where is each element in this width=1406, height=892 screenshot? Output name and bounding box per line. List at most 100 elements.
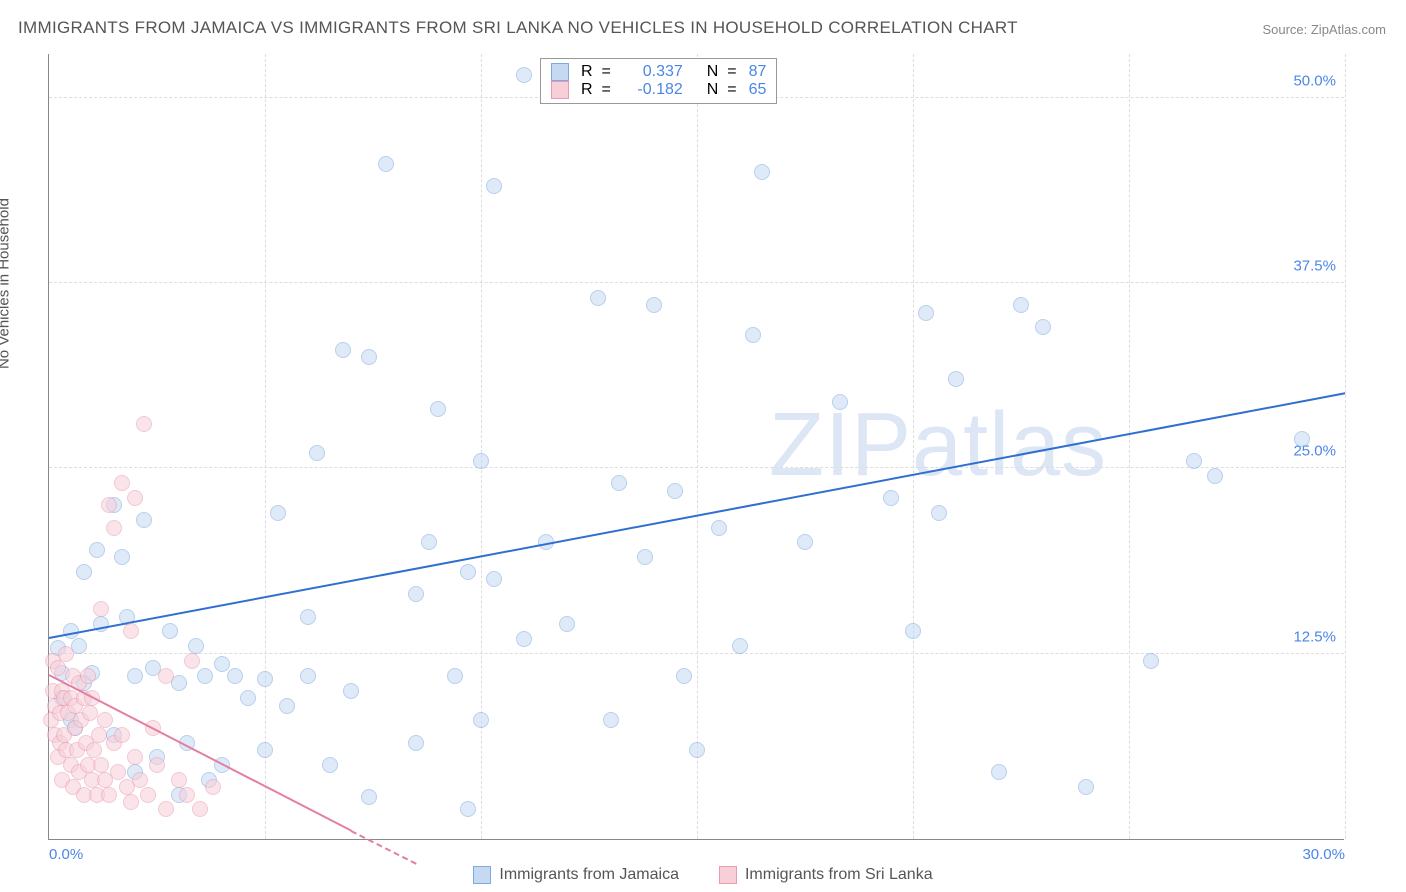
gridline-v [1345, 54, 1346, 839]
dot-srilanka [101, 787, 117, 803]
dot-srilanka [80, 668, 96, 684]
dot-srilanka [106, 520, 122, 536]
x-tick-label: 30.0% [1302, 846, 1345, 863]
dot-jamaica [1207, 468, 1223, 484]
dot-jamaica [188, 638, 204, 654]
dot-jamaica [1143, 653, 1159, 669]
dot-jamaica [667, 483, 683, 499]
dot-srilanka [110, 764, 126, 780]
dot-jamaica [473, 712, 489, 728]
dot-jamaica [1186, 453, 1202, 469]
dot-srilanka [93, 601, 109, 617]
dot-jamaica [300, 609, 316, 625]
dot-jamaica [905, 623, 921, 639]
dot-jamaica [711, 520, 727, 536]
dot-jamaica [883, 490, 899, 506]
chart-title: IMMIGRANTS FROM JAMAICA VS IMMIGRANTS FR… [18, 18, 1018, 38]
gridline-v [697, 54, 698, 839]
trend-line-extrapolated [351, 830, 417, 864]
dot-jamaica [590, 290, 606, 306]
dot-jamaica [408, 735, 424, 751]
dot-jamaica [732, 638, 748, 654]
y-tick-label: 37.5% [1293, 257, 1336, 274]
y-tick-label: 12.5% [1293, 628, 1336, 645]
series-legend: Immigrants from Jamaica Immigrants from … [0, 866, 1406, 884]
dot-jamaica [89, 542, 105, 558]
dot-jamaica [197, 668, 213, 684]
gridline-v [265, 54, 266, 839]
y-axis-label: No Vehicles in Household [0, 198, 13, 369]
dot-jamaica [309, 445, 325, 461]
dot-jamaica [421, 534, 437, 550]
correlation-legend: R = 0.337 N = 87 R = -0.182 N = 65 [540, 58, 777, 104]
dot-jamaica [646, 297, 662, 313]
dot-srilanka [136, 416, 152, 432]
legend-label-srilanka: Immigrants from Sri Lanka [745, 866, 933, 884]
legend-swatch-srilanka-icon [719, 866, 737, 884]
dot-jamaica [676, 668, 692, 684]
dot-jamaica [1035, 319, 1051, 335]
dot-srilanka [132, 772, 148, 788]
legend-swatch-jamaica [551, 63, 569, 81]
dot-jamaica [559, 616, 575, 632]
dot-jamaica [361, 349, 377, 365]
n-label: N = [707, 63, 737, 81]
n-label: N = [707, 81, 737, 99]
dot-jamaica [76, 564, 92, 580]
dot-srilanka [114, 727, 130, 743]
dot-jamaica [447, 668, 463, 684]
dot-jamaica [948, 371, 964, 387]
dot-jamaica [361, 789, 377, 805]
dot-srilanka [205, 779, 221, 795]
dot-srilanka [171, 772, 187, 788]
dot-srilanka [127, 490, 143, 506]
n-value-srilanka: 65 [749, 81, 767, 99]
dot-jamaica [1294, 431, 1310, 447]
dot-jamaica [754, 164, 770, 180]
dot-srilanka [158, 668, 174, 684]
dot-srilanka [158, 801, 174, 817]
source-attribution: Source: ZipAtlas.com [1262, 22, 1386, 37]
dot-jamaica [689, 742, 705, 758]
dot-jamaica [343, 683, 359, 699]
legend-item-jamaica: Immigrants from Jamaica [473, 866, 679, 884]
dot-srilanka [93, 757, 109, 773]
dot-jamaica [611, 475, 627, 491]
dot-jamaica [408, 586, 424, 602]
dot-jamaica [1078, 779, 1094, 795]
dot-jamaica [460, 801, 476, 817]
legend-swatch-srilanka [551, 81, 569, 99]
x-tick-label: 0.0% [49, 846, 83, 863]
dot-jamaica [637, 549, 653, 565]
dot-srilanka [82, 705, 98, 721]
dot-jamaica [516, 67, 532, 83]
dot-srilanka [179, 787, 195, 803]
dot-jamaica [162, 623, 178, 639]
dot-jamaica [603, 712, 619, 728]
r-label: R = [581, 63, 611, 81]
dot-jamaica [797, 534, 813, 550]
dot-jamaica [257, 742, 273, 758]
dot-jamaica [460, 564, 476, 580]
dot-jamaica [1013, 297, 1029, 313]
dot-srilanka [114, 475, 130, 491]
dot-srilanka [149, 757, 165, 773]
dot-jamaica [931, 505, 947, 521]
dot-jamaica [322, 757, 338, 773]
dot-jamaica [378, 156, 394, 172]
dot-jamaica [227, 668, 243, 684]
dot-jamaica [240, 690, 256, 706]
dot-srilanka [86, 742, 102, 758]
dot-jamaica [430, 401, 446, 417]
dot-jamaica [257, 671, 273, 687]
dot-srilanka [91, 727, 107, 743]
legend-label-jamaica: Immigrants from Jamaica [499, 866, 679, 884]
dot-jamaica [214, 656, 230, 672]
legend-swatch-jamaica-icon [473, 866, 491, 884]
dot-jamaica [832, 394, 848, 410]
dot-srilanka [127, 749, 143, 765]
dot-srilanka [140, 787, 156, 803]
dot-jamaica [270, 505, 286, 521]
dot-jamaica [127, 668, 143, 684]
plot-area: ZIPatlas 12.5%25.0%37.5%50.0%0.0%30.0% [48, 54, 1344, 840]
